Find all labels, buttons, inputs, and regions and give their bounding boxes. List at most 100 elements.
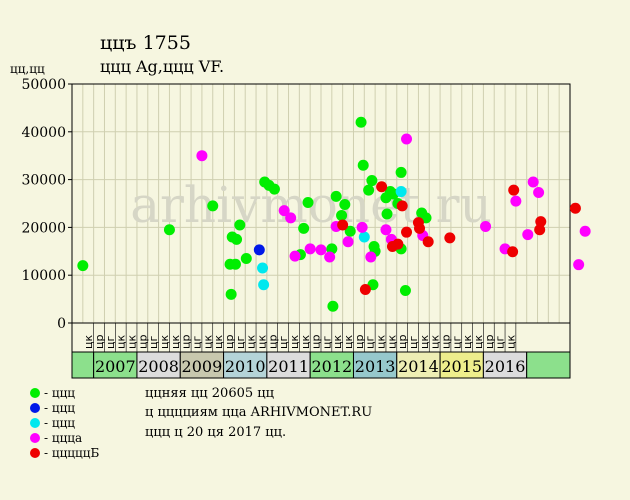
quarter-label: цк xyxy=(504,335,517,349)
data-point xyxy=(380,224,392,236)
data-point xyxy=(336,209,348,221)
quarter-label: цк xyxy=(288,335,301,349)
year-label: 2012 xyxy=(311,357,352,376)
year-label: 2010 xyxy=(225,357,266,376)
data-point xyxy=(579,225,591,237)
data-point xyxy=(302,197,314,209)
legend-label: - ццц xyxy=(44,416,76,430)
legend-marker xyxy=(30,403,40,413)
year-cell xyxy=(396,351,441,379)
data-point xyxy=(535,216,547,228)
quarter-label: цр xyxy=(310,335,323,349)
y-tick-label: 0 xyxy=(57,316,66,332)
legend-item: - ццц xyxy=(30,401,75,415)
data-point xyxy=(414,222,426,234)
data-point xyxy=(401,226,413,238)
quarter-label: цк xyxy=(126,335,139,349)
legend-marker xyxy=(30,388,40,398)
data-point xyxy=(257,262,269,274)
data-point xyxy=(258,279,270,291)
quarter-label: цк xyxy=(342,335,355,349)
data-point xyxy=(339,198,351,210)
quarter-label: цр xyxy=(440,335,453,349)
quarter-label: цк xyxy=(82,335,95,349)
quarter-label: цк xyxy=(115,335,128,349)
info-line: ццц ц 20 ця 2017 цц. xyxy=(145,425,287,440)
data-point xyxy=(315,244,327,256)
data-point xyxy=(225,288,237,300)
y-tick-label: 40000 xyxy=(21,125,66,141)
data-point xyxy=(522,229,534,241)
quarter-label: цк xyxy=(461,335,474,349)
quarter-label: цр xyxy=(266,335,279,349)
data-point xyxy=(510,195,522,207)
data-point xyxy=(573,259,585,271)
data-point xyxy=(395,166,407,178)
quarter-label: цк xyxy=(429,335,442,349)
info-line: ццняя цц 20605 цц xyxy=(145,386,274,401)
quarter-label: цр xyxy=(93,335,106,349)
legend-marker xyxy=(30,448,40,458)
quarter-label: цг xyxy=(494,336,507,349)
data-point xyxy=(285,212,297,224)
year-lead-cell xyxy=(71,351,95,379)
quarter-label: цр xyxy=(396,335,409,349)
quarter-label: цг xyxy=(320,336,333,349)
data-point xyxy=(381,208,393,220)
data-point xyxy=(569,202,581,214)
year-cell xyxy=(266,351,311,379)
data-point xyxy=(376,181,388,193)
quarter-label: цг xyxy=(191,336,204,349)
legend-label: - цццa xyxy=(44,431,83,445)
year-label: 2015 xyxy=(441,357,482,376)
data-point xyxy=(330,190,342,202)
legend-label: - ццц xyxy=(44,386,76,400)
quarter-label: цг xyxy=(277,336,290,349)
chart-title: ццъ 1755 xyxy=(100,32,191,54)
quarter-label: цр xyxy=(483,335,496,349)
year-label: 2008 xyxy=(138,357,179,376)
year-label: 2016 xyxy=(485,357,526,376)
data-point xyxy=(327,300,339,312)
quarter-label: цк xyxy=(418,335,431,349)
data-point xyxy=(392,238,404,250)
data-point xyxy=(396,200,408,212)
quarter-label: цг xyxy=(450,336,463,349)
year-label: 2014 xyxy=(398,357,439,376)
data-point xyxy=(234,219,246,231)
legend-marker xyxy=(30,418,40,428)
data-point xyxy=(359,284,371,296)
data-point xyxy=(366,175,378,187)
year-cell xyxy=(179,351,225,379)
year-label: 2011 xyxy=(268,357,309,376)
data-point xyxy=(298,222,310,234)
quarter-label: цг xyxy=(407,336,420,349)
data-point xyxy=(534,224,546,236)
legend-label: - цццццБ xyxy=(44,446,100,460)
legend-item: - цццa xyxy=(30,431,82,445)
year-cell xyxy=(223,351,268,379)
data-point xyxy=(207,200,219,212)
data-point xyxy=(196,150,208,162)
data-point xyxy=(289,250,301,262)
quarter-label: цр xyxy=(223,335,236,349)
chart-subtitle: ццц Ag,ццц VF. xyxy=(100,57,225,76)
quarter-label: цк xyxy=(331,335,344,349)
data-point xyxy=(444,232,456,244)
quarter-label: цг xyxy=(104,336,117,349)
legend-item: - ццц xyxy=(30,416,75,430)
data-point xyxy=(324,251,336,263)
quarter-label: цр xyxy=(180,335,193,349)
year-cell xyxy=(136,351,181,379)
y-tick-label: 10000 xyxy=(21,268,66,284)
y-tick-label: 20000 xyxy=(21,220,66,236)
data-point xyxy=(356,221,368,233)
data-point xyxy=(77,260,89,272)
year-cell xyxy=(482,351,528,379)
data-point xyxy=(363,184,375,196)
y-axis-unit: цц,цц xyxy=(10,62,45,76)
data-point xyxy=(399,284,411,296)
data-point xyxy=(507,246,519,258)
data-point xyxy=(231,233,243,245)
